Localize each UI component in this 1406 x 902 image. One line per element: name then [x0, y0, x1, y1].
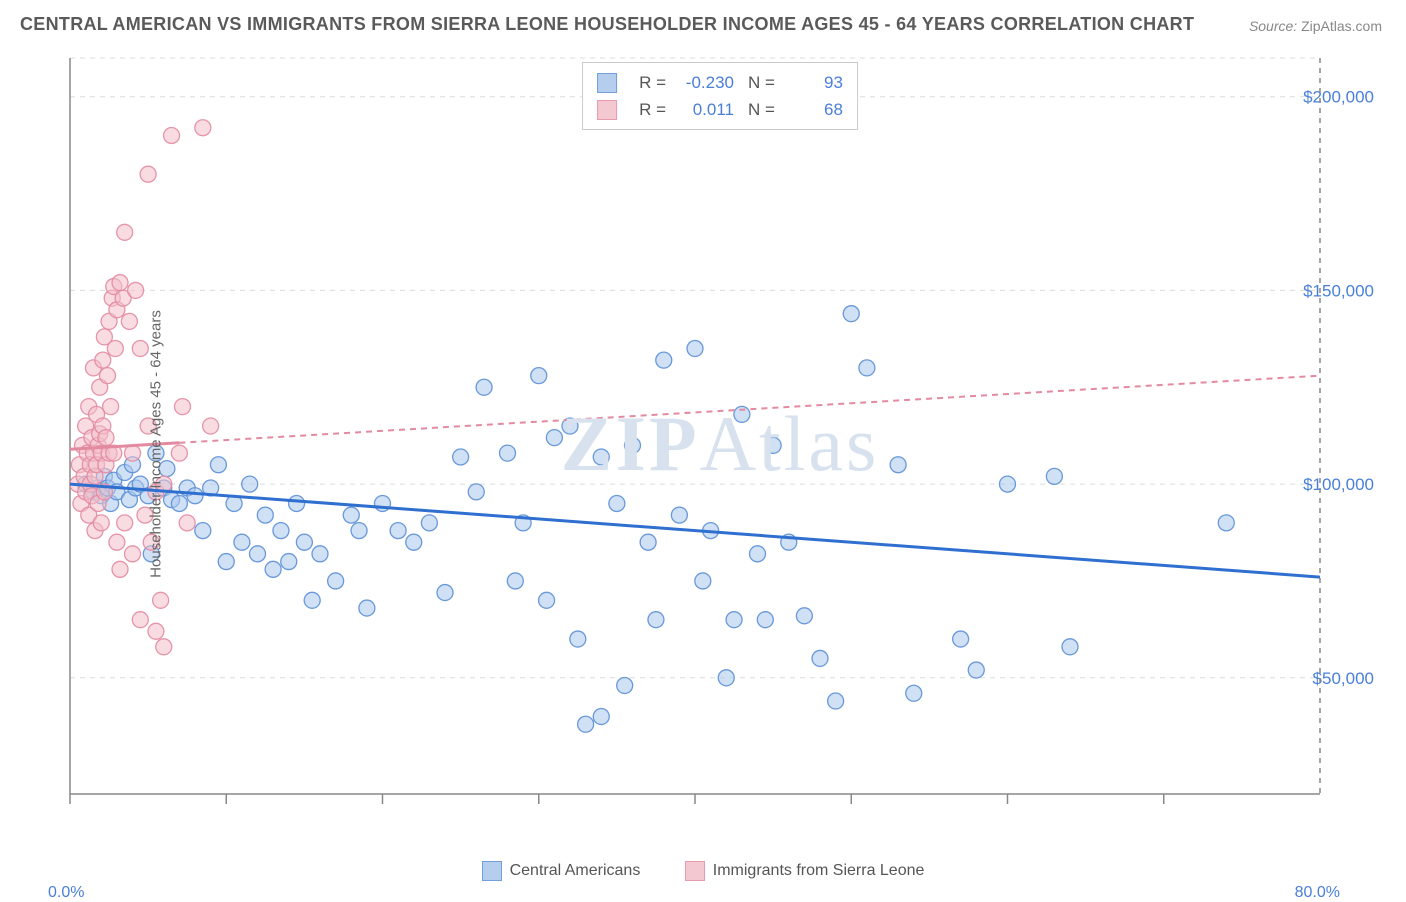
legend-r-label-1: R =: [639, 96, 666, 123]
legend-r-value-0: -0.230: [676, 69, 734, 96]
legend-r-value-1: 0.011: [676, 96, 734, 123]
series-name-1: Immigrants from Sierra Leone: [713, 862, 925, 880]
x-axis-max-label: 80.0%: [1295, 884, 1340, 902]
legend-r-label-0: R =: [639, 69, 666, 96]
chart-title: CENTRAL AMERICAN VS IMMIGRANTS FROM SIER…: [20, 14, 1194, 35]
chart-plot-area: Householder Income Ages 45 - 64 years ZI…: [60, 54, 1380, 834]
legend-swatch-1: [597, 100, 617, 120]
svg-text:$150,000: $150,000: [1303, 281, 1374, 300]
source-attribution: Source: ZipAtlas.com: [1249, 18, 1382, 34]
series-swatch-0: [482, 861, 502, 881]
series-legend-item-0: Central Americans: [482, 861, 641, 881]
series-legend-item-1: Immigrants from Sierra Leone: [685, 861, 925, 881]
legend-n-value-0: 93: [785, 69, 843, 96]
legend-n-value-1: 68: [785, 96, 843, 123]
source-label: Source:: [1249, 18, 1297, 34]
legend-row-series-1: R = 0.011 N = 68: [597, 96, 843, 123]
svg-text:$100,000: $100,000: [1303, 475, 1374, 494]
correlation-legend: R = -0.230 N = 93 R = 0.011 N = 68: [582, 62, 858, 130]
x-axis-min-label: 0.0%: [48, 884, 84, 902]
legend-row-series-0: R = -0.230 N = 93: [597, 69, 843, 96]
legend-n-label-0: N =: [748, 69, 775, 96]
svg-text:$200,000: $200,000: [1303, 88, 1374, 107]
watermark: ZIPAtlas: [561, 399, 880, 489]
series-name-0: Central Americans: [510, 862, 641, 880]
y-axis-label: Householder Income Ages 45 - 64 years: [147, 310, 164, 578]
source-value: ZipAtlas.com: [1301, 18, 1382, 34]
legend-swatch-0: [597, 73, 617, 93]
series-swatch-1: [685, 861, 705, 881]
svg-text:$50,000: $50,000: [1313, 669, 1374, 688]
legend-n-label-1: N =: [748, 96, 775, 123]
series-legend: Central Americans Immigrants from Sierra…: [0, 861, 1406, 886]
